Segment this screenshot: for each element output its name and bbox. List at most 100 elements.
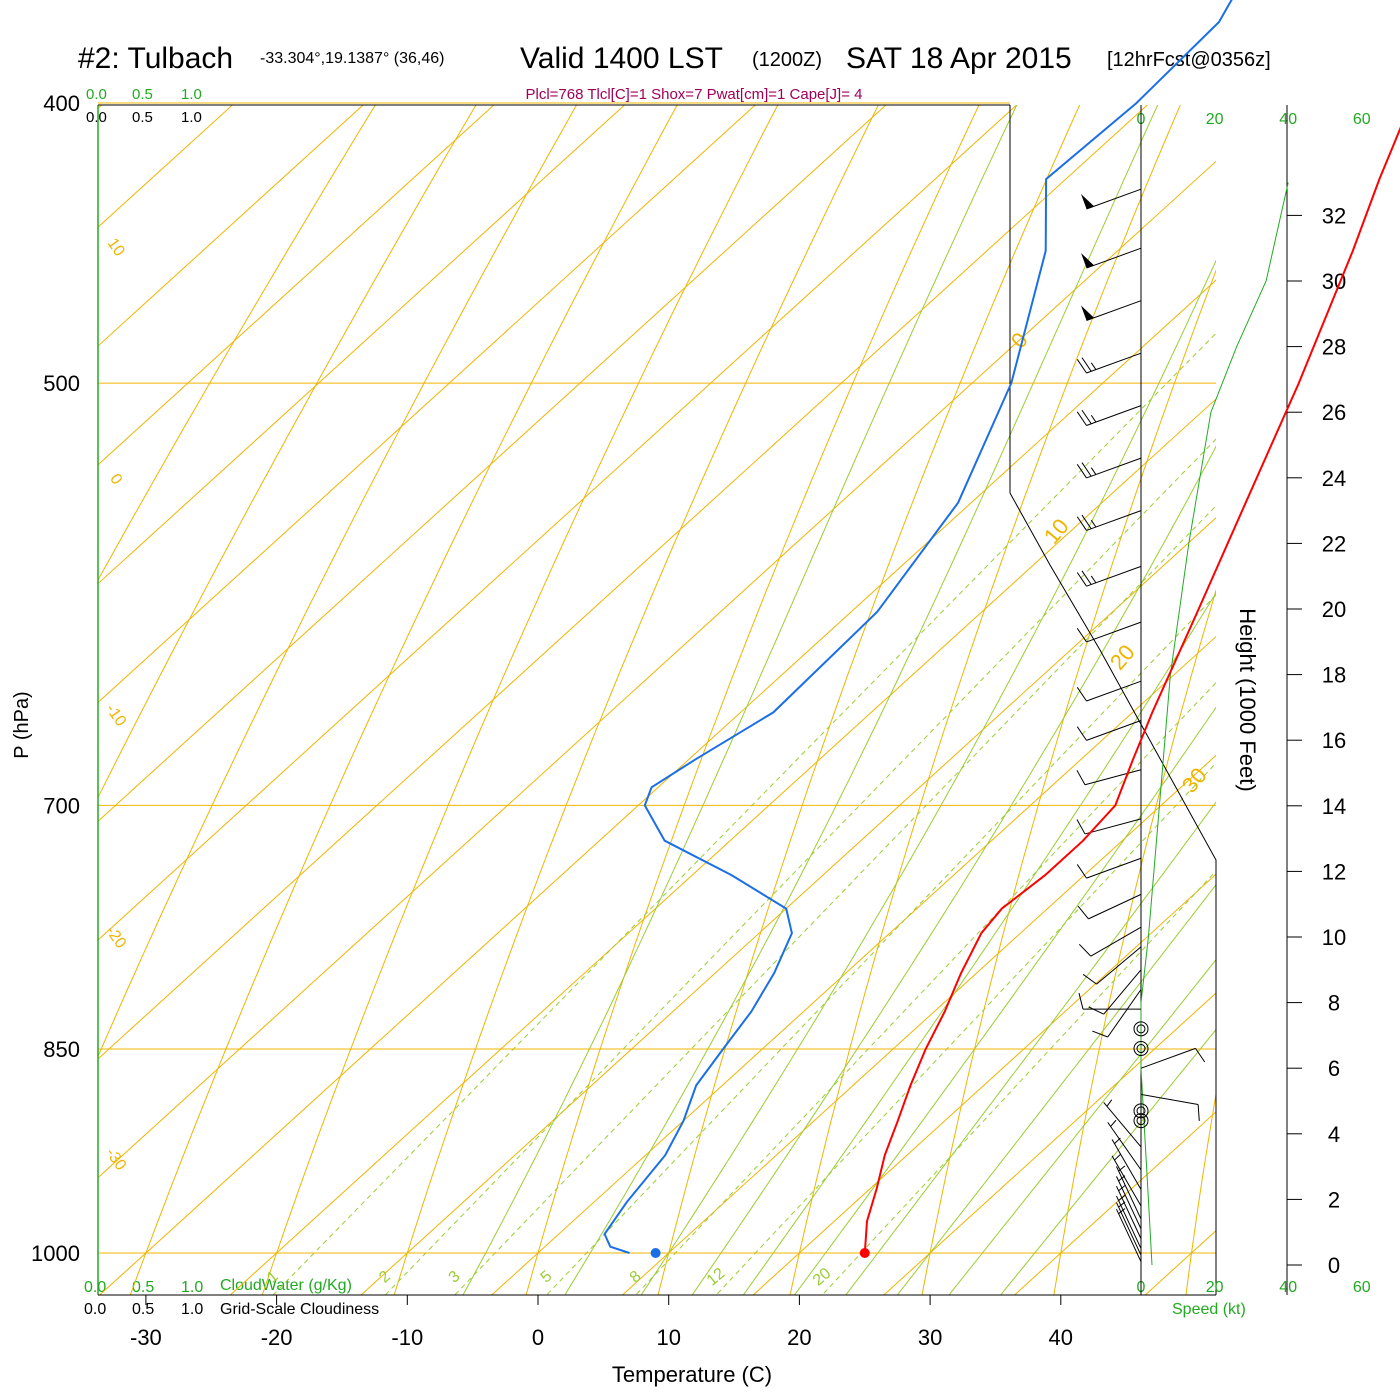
cloudiness-tick: 1.0 xyxy=(181,109,202,126)
dewpoint-profile xyxy=(603,0,1233,1254)
mixing-ratio-label: 3 xyxy=(446,1268,464,1287)
chart-labels: 1235812202503004005007008501000-30-20-10… xyxy=(31,91,1371,1350)
isotherm-line xyxy=(883,992,1216,1295)
skew-isotherm-label: 20 xyxy=(1105,640,1140,675)
barb-staff xyxy=(1140,1093,1199,1106)
height-tick-label: 32 xyxy=(1322,203,1346,228)
calm-circle xyxy=(1133,1103,1149,1119)
dry-adiabat xyxy=(393,105,879,1295)
cloudiness-tick: 1.0 xyxy=(181,1301,203,1318)
barb-pennant xyxy=(1081,194,1094,209)
dry-adiabat xyxy=(261,105,779,1295)
moist-adiabat xyxy=(896,883,1216,1295)
mixing-ratio-line xyxy=(272,332,1216,1295)
wind-barb xyxy=(1133,1103,1149,1119)
barb-staff xyxy=(1116,1185,1142,1239)
wind-barb xyxy=(1076,857,1142,879)
isotherm-line xyxy=(98,279,1216,1295)
cloudwater-tick: 1.0 xyxy=(181,1279,203,1296)
barb-half-feather xyxy=(1110,1119,1117,1127)
barb-feather xyxy=(1077,905,1089,920)
dry-adiabat xyxy=(129,105,678,1295)
wind-barb xyxy=(1078,926,1142,957)
mixing-ratio-line xyxy=(635,681,1216,1295)
moist-adiabat xyxy=(640,259,1216,1295)
height-tick-label: 4 xyxy=(1328,1122,1340,1147)
cloud-scale-bottom: 0.0 0.5 1.0 CloudWater (g/Kg) 0.0 0.5 1.… xyxy=(84,1277,379,1318)
valid-date: SAT 18 Apr 2015 xyxy=(846,42,1072,75)
barb-feather xyxy=(1081,409,1092,425)
barb-half-feather xyxy=(1090,575,1097,584)
speed-tick-label: 60 xyxy=(1353,111,1371,128)
isotherm-line xyxy=(621,754,1216,1295)
barb-staff xyxy=(1086,247,1142,269)
barb-staff xyxy=(1111,1155,1142,1207)
moist-adiabat xyxy=(1000,1028,1216,1295)
isotherm-line xyxy=(360,517,1216,1295)
mixing-ratio-label: 2 xyxy=(376,1268,394,1287)
cloudwater-tick: 1.0 xyxy=(181,86,202,103)
barb-pennant xyxy=(1081,253,1094,268)
barb-staff xyxy=(1116,1202,1142,1256)
isotherm-line xyxy=(98,105,626,585)
wind-barb xyxy=(1116,1201,1142,1256)
height-tick-label: 8 xyxy=(1328,991,1340,1016)
barb-staff xyxy=(1086,720,1142,741)
barb-staff xyxy=(1111,1139,1142,1190)
wind-barb xyxy=(1116,1208,1142,1262)
x-tick-label: -20 xyxy=(261,1325,293,1350)
isotherm-line xyxy=(98,105,495,466)
sounding-profiles xyxy=(603,0,1400,1258)
dry-adiabat xyxy=(1053,588,1216,1295)
barb-half-feather xyxy=(1090,362,1097,370)
barb-feather xyxy=(1076,628,1087,643)
barb-staff xyxy=(1084,769,1142,786)
dry-adiabat xyxy=(1185,1091,1216,1295)
height-tick-label: 18 xyxy=(1322,663,1346,688)
pressure-tick-label: 700 xyxy=(43,793,80,818)
valid-time: Valid 1400 LST xyxy=(520,42,723,75)
wind-barb xyxy=(1111,1153,1142,1207)
speed-tick-label: 60 xyxy=(1353,1279,1371,1296)
calm-circle xyxy=(1133,1041,1149,1057)
moist-adiabat xyxy=(845,801,1216,1295)
wind-barb xyxy=(1088,969,1142,1015)
moist-adiabat xyxy=(564,105,1159,1295)
height-tick-label: 14 xyxy=(1322,794,1346,819)
barb-feather xyxy=(1081,570,1092,585)
x-tick-label: 10 xyxy=(656,1325,680,1350)
x-tick-label: 30 xyxy=(918,1325,942,1350)
isotherm-line xyxy=(98,105,103,110)
moist-adiabat xyxy=(793,706,1216,1295)
mixing-ratio-line xyxy=(384,438,1216,1295)
wind-barb xyxy=(1092,989,1142,1038)
height-tick-label: 6 xyxy=(1328,1056,1340,1081)
wind-barb xyxy=(1081,188,1142,210)
calm-circle xyxy=(1136,1024,1146,1034)
wind-barb xyxy=(1081,247,1142,269)
wind-barb xyxy=(1082,946,1142,985)
mixing-ratio-lines xyxy=(272,332,1216,1295)
wind-barb xyxy=(1140,1093,1200,1121)
cloudiness-label: Grid-Scale Cloudiness xyxy=(220,1301,379,1318)
mixing-ratio-line xyxy=(454,505,1216,1295)
wind-barb xyxy=(1076,769,1142,786)
barb-feather xyxy=(1092,1030,1108,1038)
height-tick-label: 10 xyxy=(1322,925,1346,950)
barb-staff xyxy=(1107,989,1142,1038)
height-tick-label: 16 xyxy=(1322,728,1346,753)
cloudiness-tick: 0.5 xyxy=(132,1301,154,1318)
y-axis-title: P (hPa) xyxy=(11,691,33,758)
barb-feather xyxy=(1081,514,1092,530)
barb-half-feather xyxy=(1114,1153,1121,1161)
wind-barb xyxy=(1076,352,1142,374)
barb-feather xyxy=(1076,687,1087,702)
cloudwater-tick: 0.0 xyxy=(84,1279,106,1296)
dry-adiabat xyxy=(525,105,980,1295)
isotherm-line xyxy=(0,0,606,1373)
barb-feather xyxy=(1076,359,1087,374)
barb-staff xyxy=(1088,893,1142,920)
mixing-ratio-line xyxy=(715,762,1216,1295)
